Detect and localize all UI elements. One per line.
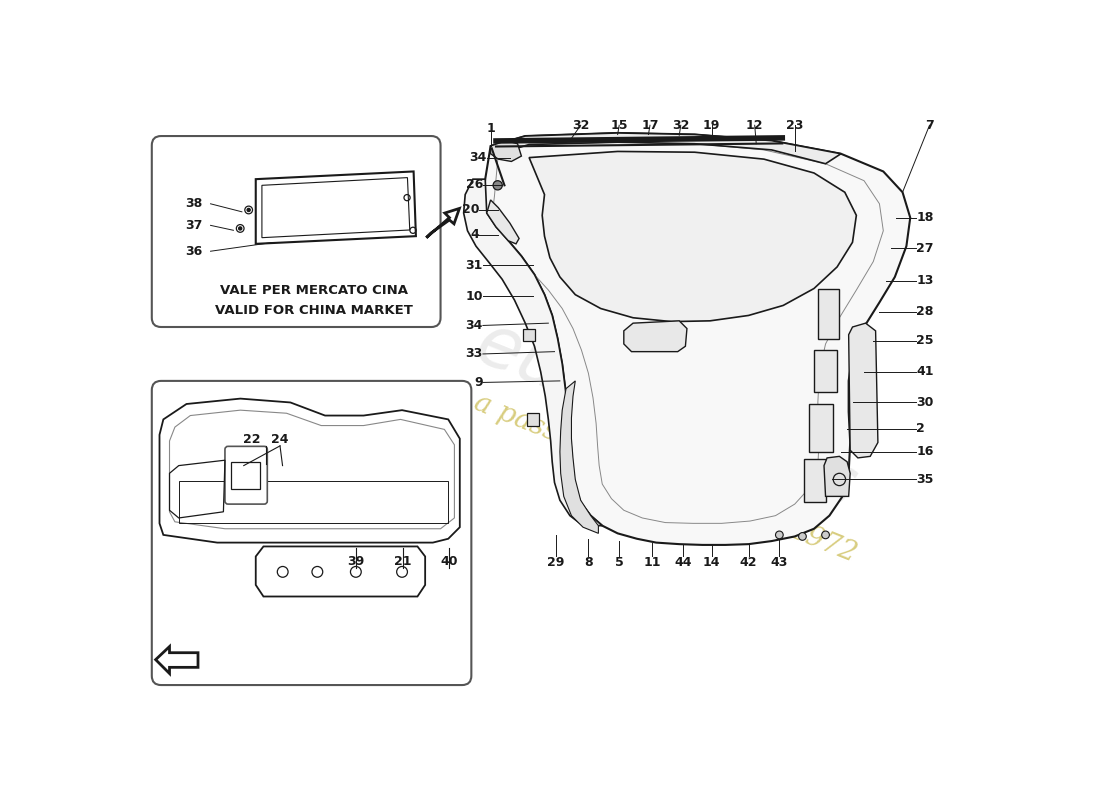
Text: 1: 1 xyxy=(486,122,495,135)
Text: 4: 4 xyxy=(471,228,480,241)
Text: 42: 42 xyxy=(740,557,757,570)
Text: 2: 2 xyxy=(916,422,925,435)
Text: 7: 7 xyxy=(925,118,934,132)
Text: 35: 35 xyxy=(916,473,934,486)
Text: 25: 25 xyxy=(916,334,934,347)
Bar xyxy=(522,329,536,341)
Circle shape xyxy=(239,227,242,230)
Bar xyxy=(814,350,837,393)
Circle shape xyxy=(776,531,783,538)
Text: 17: 17 xyxy=(641,118,659,132)
Circle shape xyxy=(822,531,829,538)
Text: 20: 20 xyxy=(462,203,480,217)
Text: 8: 8 xyxy=(584,557,593,570)
Text: 13: 13 xyxy=(916,274,934,287)
Text: 21: 21 xyxy=(394,555,411,568)
Text: 32: 32 xyxy=(572,118,590,132)
Circle shape xyxy=(248,209,250,211)
Polygon shape xyxy=(486,200,519,244)
Text: 28: 28 xyxy=(916,305,934,318)
Text: 33: 33 xyxy=(465,347,483,361)
Text: 15: 15 xyxy=(610,118,628,132)
Bar xyxy=(818,289,839,338)
Text: 16: 16 xyxy=(916,446,934,458)
Text: 38: 38 xyxy=(185,198,202,210)
Bar xyxy=(231,462,261,489)
Bar xyxy=(808,404,834,452)
Text: 24: 24 xyxy=(272,434,289,446)
Text: 40: 40 xyxy=(441,555,459,568)
Text: 27: 27 xyxy=(916,242,934,255)
Text: 41: 41 xyxy=(916,365,934,378)
Text: 18: 18 xyxy=(916,211,934,224)
Polygon shape xyxy=(483,133,911,545)
Text: 11: 11 xyxy=(644,557,661,570)
Text: eurospares: eurospares xyxy=(465,309,866,524)
Text: 29: 29 xyxy=(548,557,564,570)
Text: 10: 10 xyxy=(465,290,483,302)
Text: VALID FOR CHINA MARKET: VALID FOR CHINA MARKET xyxy=(214,304,412,317)
Text: 37: 37 xyxy=(185,219,202,232)
Text: 12: 12 xyxy=(746,118,763,132)
FancyBboxPatch shape xyxy=(152,136,440,327)
Text: a passion for cars since 1972: a passion for cars since 1972 xyxy=(470,389,860,567)
Text: 34: 34 xyxy=(465,319,483,332)
Text: VALE PER MERCATO CINA: VALE PER MERCATO CINA xyxy=(220,283,408,297)
Text: 39: 39 xyxy=(348,555,365,568)
Circle shape xyxy=(493,181,503,190)
Polygon shape xyxy=(491,141,521,162)
Text: 30: 30 xyxy=(916,396,934,409)
Text: 23: 23 xyxy=(786,118,803,132)
Polygon shape xyxy=(156,646,198,674)
Polygon shape xyxy=(560,381,598,534)
Text: 5: 5 xyxy=(615,557,624,570)
Text: 26: 26 xyxy=(465,178,483,191)
Polygon shape xyxy=(427,209,460,238)
Polygon shape xyxy=(624,321,686,352)
Text: 43: 43 xyxy=(771,557,788,570)
Bar xyxy=(178,481,449,523)
Text: 44: 44 xyxy=(674,557,692,570)
Text: 9: 9 xyxy=(474,376,483,389)
FancyBboxPatch shape xyxy=(152,381,472,685)
Text: 22: 22 xyxy=(243,434,261,446)
Text: 14: 14 xyxy=(703,557,720,570)
Polygon shape xyxy=(491,133,842,164)
Text: 31: 31 xyxy=(465,259,483,272)
Polygon shape xyxy=(824,456,850,496)
Text: 32: 32 xyxy=(672,118,690,132)
Text: 34: 34 xyxy=(470,151,486,164)
Polygon shape xyxy=(464,179,603,526)
Polygon shape xyxy=(529,151,856,322)
Text: 19: 19 xyxy=(703,118,720,132)
Polygon shape xyxy=(849,323,878,458)
Bar xyxy=(527,414,539,426)
FancyBboxPatch shape xyxy=(224,446,267,504)
Text: 36: 36 xyxy=(185,245,202,258)
Bar xyxy=(804,459,825,502)
Circle shape xyxy=(799,533,806,540)
